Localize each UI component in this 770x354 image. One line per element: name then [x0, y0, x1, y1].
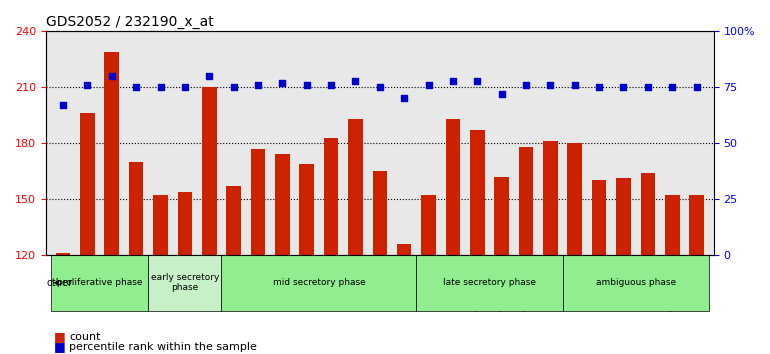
Bar [80, 113, 95, 255]
Point [227, 85, 239, 90]
Point [276, 80, 289, 86]
Point [105, 73, 118, 79]
FancyBboxPatch shape [222, 255, 417, 311]
Bar [446, 119, 460, 255]
Text: ■: ■ [54, 341, 65, 353]
Point [691, 85, 703, 90]
Text: ambiguous phase: ambiguous phase [596, 278, 676, 287]
Text: other: other [46, 278, 72, 288]
Point [373, 85, 386, 90]
Bar [567, 143, 582, 255]
Point [568, 82, 581, 88]
Point [82, 82, 94, 88]
FancyBboxPatch shape [149, 255, 222, 311]
Bar [616, 178, 631, 255]
Text: mid secretory phase: mid secretory phase [273, 278, 365, 287]
Point [130, 85, 142, 90]
Point [447, 78, 459, 84]
Text: ■: ■ [54, 330, 65, 343]
Bar [689, 195, 704, 255]
Point [641, 85, 654, 90]
Point [57, 102, 69, 108]
Point [471, 78, 484, 84]
Bar [519, 147, 534, 255]
Point [252, 82, 264, 88]
Bar [300, 164, 314, 255]
Text: count: count [69, 332, 101, 342]
Point [350, 78, 362, 84]
FancyBboxPatch shape [51, 255, 149, 311]
Bar [592, 180, 607, 255]
Text: proliferative phase: proliferative phase [57, 278, 142, 287]
Bar [226, 186, 241, 255]
Point [179, 85, 191, 90]
Bar [105, 52, 119, 255]
Bar [129, 162, 143, 255]
Bar [641, 173, 655, 255]
Point [666, 85, 678, 90]
Point [593, 85, 605, 90]
Text: early secretory
phase: early secretory phase [151, 273, 219, 292]
Bar [202, 87, 216, 255]
Text: late secretory phase: late secretory phase [443, 278, 536, 287]
Bar [323, 138, 338, 255]
Point [398, 96, 410, 101]
FancyBboxPatch shape [563, 255, 708, 311]
Bar [470, 130, 484, 255]
Text: GDS2052 / 232190_x_at: GDS2052 / 232190_x_at [46, 15, 214, 29]
Point [520, 82, 532, 88]
Bar [251, 149, 266, 255]
Bar [178, 192, 192, 255]
Point [203, 73, 216, 79]
FancyBboxPatch shape [417, 255, 563, 311]
Bar [543, 141, 557, 255]
Point [325, 82, 337, 88]
Bar [665, 195, 680, 255]
Point [154, 85, 166, 90]
Point [618, 85, 630, 90]
Bar [373, 171, 387, 255]
Bar [348, 119, 363, 255]
Text: percentile rank within the sample: percentile rank within the sample [69, 342, 257, 353]
Bar [153, 195, 168, 255]
Point [300, 82, 313, 88]
Bar [421, 195, 436, 255]
Point [423, 82, 435, 88]
Bar [494, 177, 509, 255]
Point [544, 82, 557, 88]
Bar [275, 154, 290, 255]
Bar [397, 244, 411, 255]
Bar [55, 253, 70, 255]
Point [495, 91, 507, 97]
